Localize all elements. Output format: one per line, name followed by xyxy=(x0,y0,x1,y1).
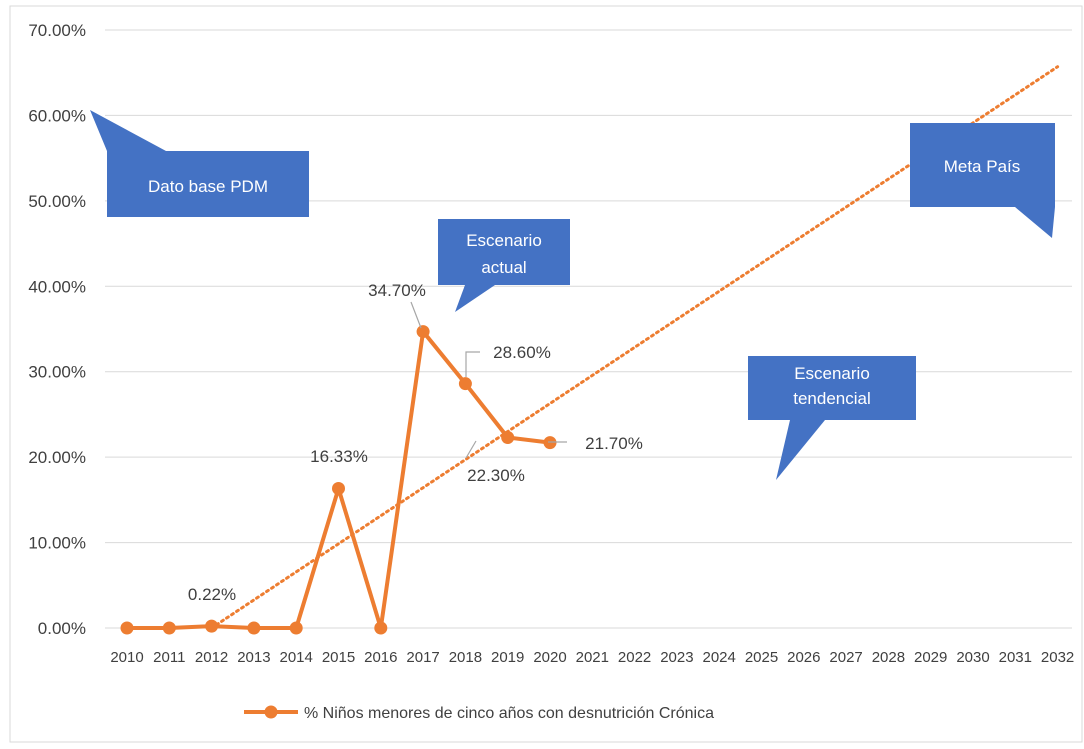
y-tick-label: 10.00% xyxy=(28,534,86,553)
x-tick-label: 2011 xyxy=(153,649,185,666)
data-point xyxy=(205,619,219,633)
callout-label: Meta País xyxy=(944,157,1021,176)
leader-line xyxy=(410,301,422,329)
x-tick-label: 2014 xyxy=(280,649,313,666)
data-point xyxy=(332,481,345,495)
data-label: 16.33% xyxy=(310,447,368,466)
x-tick-label: 2029 xyxy=(914,649,947,666)
y-tick-label: 50.00% xyxy=(28,192,86,211)
data-point xyxy=(162,621,176,635)
x-tick-label: 2016 xyxy=(364,649,397,666)
series-layer xyxy=(120,325,557,635)
x-tick-label: 2012 xyxy=(195,649,228,666)
leader-line xyxy=(465,440,477,459)
legend-swatch-marker xyxy=(264,705,278,719)
callout-rect xyxy=(748,356,916,420)
callout-rect xyxy=(107,151,309,217)
x-tick-label: 2017 xyxy=(406,649,439,666)
data-label-layer: 0.22% 16.33% 34.70% 28.60% 22.30% 21.70% xyxy=(188,281,643,604)
x-tick-label: 2025 xyxy=(745,649,778,666)
callout-rect xyxy=(910,123,1055,207)
data-point xyxy=(374,621,388,635)
x-tick-label: 2023 xyxy=(660,649,693,666)
callout-pointer xyxy=(1015,207,1055,238)
x-tick-label: 2013 xyxy=(237,649,270,666)
leader-line xyxy=(465,351,480,377)
callout-pointer xyxy=(90,110,166,151)
data-point xyxy=(543,436,557,450)
data-point xyxy=(120,621,134,635)
legend: % Niños menores de cinco años con desnut… xyxy=(244,705,714,722)
data-label: 0.22% xyxy=(188,585,236,604)
x-tick-label: 2020 xyxy=(533,649,566,666)
y-tick-label: 20.00% xyxy=(28,448,86,467)
y-tick-label: 40.00% xyxy=(28,277,86,296)
callout-box: Escenario actual xyxy=(438,219,570,312)
callout-pointer xyxy=(455,285,495,312)
callout-box: Escenario tendencial xyxy=(748,356,916,480)
y-tick-label: 70.00% xyxy=(28,21,86,40)
data-point xyxy=(458,377,472,391)
callout-label: Escenario xyxy=(466,231,542,250)
x-tick-label: 2030 xyxy=(956,649,989,666)
grid-layer: 0.00% 10.00% 20.00% 30.00% 40.00% 50.00% 60.00… xyxy=(28,21,1074,666)
x-tick-label: 2028 xyxy=(872,649,905,666)
x-tick-label: 2026 xyxy=(787,649,820,666)
x-tick-label: 2032 xyxy=(1041,649,1074,666)
y-tick-label: 60.00% xyxy=(28,106,86,125)
data-label: 28.60% xyxy=(493,343,551,362)
x-tick-label: 2021 xyxy=(576,649,609,666)
x-tick-label: 2010 xyxy=(110,649,143,666)
x-tick-label: 2022 xyxy=(618,649,651,666)
callout-label: tendencial xyxy=(793,389,871,408)
callout-label: Escenario xyxy=(794,364,870,383)
callout-label: actual xyxy=(481,258,526,277)
data-point xyxy=(247,621,261,635)
x-tick-label: 2018 xyxy=(449,649,482,666)
callout-label: Dato base PDM xyxy=(148,177,268,196)
callout-box: Dato base PDM xyxy=(90,110,309,217)
y-tick-label: 0.00% xyxy=(38,619,86,638)
x-tick-label: 2027 xyxy=(829,649,862,666)
data-label: 34.70% xyxy=(368,281,426,300)
callout-rect xyxy=(438,219,570,285)
callout-layer: Dato base PDM Escenario actual Meta País Esc… xyxy=(90,110,1055,480)
x-tick-label: 2019 xyxy=(491,649,524,666)
x-tick-label: 2031 xyxy=(999,649,1032,666)
x-tick-label: 2024 xyxy=(703,649,736,666)
legend-label: % Niños menores de cinco años con desnut… xyxy=(304,705,714,722)
x-tick-label: 2015 xyxy=(322,649,355,666)
y-tick-label: 30.00% xyxy=(28,363,86,382)
data-point xyxy=(289,621,303,635)
data-point xyxy=(501,430,515,444)
data-label: 22.30% xyxy=(467,466,525,485)
data-point xyxy=(416,325,430,339)
callout-pointer xyxy=(776,420,825,480)
callout-box: Meta País xyxy=(910,123,1055,238)
data-label: 21.70% xyxy=(585,434,643,453)
